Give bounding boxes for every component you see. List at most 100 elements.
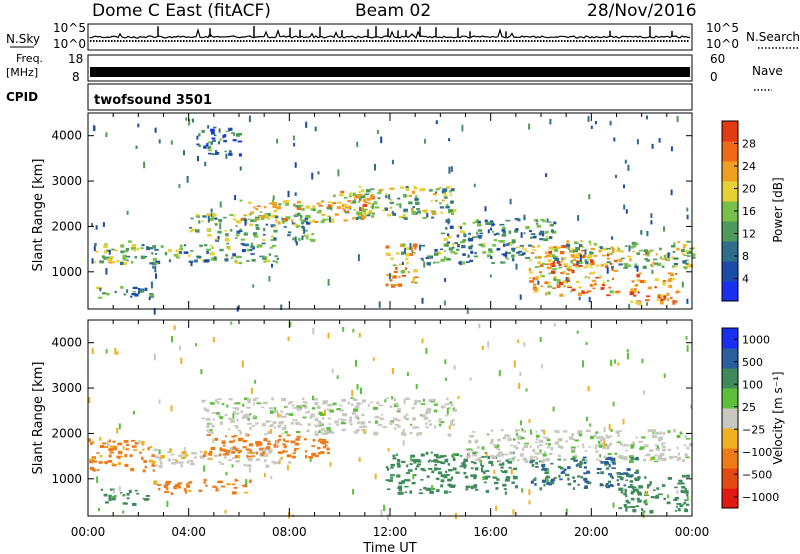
echo-cell: [126, 210, 129, 215]
echo-cell: [194, 259, 198, 263]
echo-cell: [577, 463, 582, 466]
echo-cell: [635, 456, 639, 460]
echo-cell: [141, 456, 144, 461]
echo-cell: [672, 300, 676, 303]
echo-cell: [237, 140, 243, 143]
echo-cell: [332, 402, 337, 406]
echo-cell: [560, 466, 564, 470]
echo-cell: [95, 225, 98, 230]
echo-cell: [294, 223, 298, 227]
echo-cell: [249, 479, 252, 482]
echo-cell: [450, 420, 453, 424]
echo-cell: [558, 266, 563, 269]
echo-cell: [463, 458, 468, 463]
echo-cell: [281, 426, 287, 431]
echo-cell: [281, 220, 285, 224]
echo-cell: [539, 336, 542, 343]
echo-cell: [159, 461, 163, 465]
echo-cell: [287, 190, 290, 198]
echo-cell: [337, 169, 340, 177]
echo-cell: [535, 457, 539, 460]
echo-cell: [404, 485, 409, 488]
echo-cell: [584, 450, 588, 453]
echo-cell: [612, 461, 616, 465]
echo-cell: [632, 250, 635, 253]
echo-cell: [276, 257, 279, 260]
echo-cell: [225, 130, 230, 133]
echo-cell: [609, 442, 613, 446]
echo-cell: [282, 438, 286, 442]
echo-cell: [662, 279, 667, 282]
echo-cell: [456, 248, 460, 251]
echo-cell: [366, 197, 372, 201]
echo-cell: [561, 470, 566, 474]
echo-cell: [571, 248, 575, 251]
echo-cell: [225, 233, 229, 237]
echo-cell: [207, 149, 212, 152]
echo-cell: [130, 439, 136, 442]
echo-cell: [588, 256, 592, 259]
echo-cell: [629, 475, 633, 478]
echo-cell: [308, 216, 311, 219]
echo-cell: [186, 482, 189, 485]
echo-cell: [401, 275, 407, 277]
echo-cell: [589, 266, 593, 268]
echo-cell: [413, 281, 418, 284]
echo-cell: [635, 301, 640, 304]
echo-cell: [619, 473, 624, 475]
echo-cell: [237, 451, 241, 454]
echo-cell: [557, 279, 561, 283]
echo-cell: [546, 439, 551, 442]
echo-cell: [470, 474, 475, 477]
echo-cell: [184, 490, 187, 494]
echo-cell: [172, 458, 176, 461]
echo-cell: [224, 258, 229, 262]
echo-cell: [355, 211, 360, 215]
echo-cell: [595, 444, 598, 447]
echo-cell: [622, 488, 625, 494]
echo-cell: [246, 260, 250, 262]
echo-cell: [417, 460, 422, 463]
echo-cell: [578, 296, 581, 301]
echo-cell: [567, 286, 572, 289]
echo-cell: [311, 407, 316, 410]
echo-cell: [292, 135, 295, 141]
echo-cell: [179, 244, 183, 248]
echo-cell: [547, 259, 551, 263]
echo-cell: [356, 402, 360, 406]
echo-cell: [423, 210, 427, 214]
echo-cell: [382, 426, 388, 429]
echo-cell: [598, 460, 602, 462]
echo-cell: [611, 484, 614, 487]
echo-cell: [625, 474, 630, 477]
echo-cell: [90, 467, 93, 471]
echo-cell: [419, 488, 422, 491]
echo-cell: [215, 487, 219, 490]
colorbar-segment: [722, 488, 738, 509]
echo-cell: [386, 488, 391, 491]
echo-cell: [445, 377, 447, 381]
echo-cell: [233, 486, 238, 489]
echo-cell: [286, 454, 292, 458]
echo-cell: [465, 488, 469, 491]
echo-cell: [152, 245, 157, 249]
echo-cell: [409, 463, 413, 465]
echo-cell: [549, 481, 555, 485]
echo-cell: [109, 451, 114, 454]
echo-cell: [432, 193, 437, 196]
echo-cell: [487, 229, 490, 234]
echo-cell: [333, 194, 336, 198]
cpid-strip: CPID twofsound 3501: [6, 83, 693, 111]
echo-cell: [243, 232, 248, 236]
echo-cell: [165, 487, 169, 490]
echo-cell: [376, 192, 382, 195]
echo-cell: [130, 260, 134, 264]
echo-cell: [559, 293, 564, 297]
echo-cell: [634, 472, 639, 474]
echo-cell: [200, 455, 205, 459]
echo-cell: [95, 286, 101, 290]
echo-cell: [489, 441, 494, 445]
echo-cell: [98, 461, 103, 464]
echo-cell: [410, 454, 416, 458]
